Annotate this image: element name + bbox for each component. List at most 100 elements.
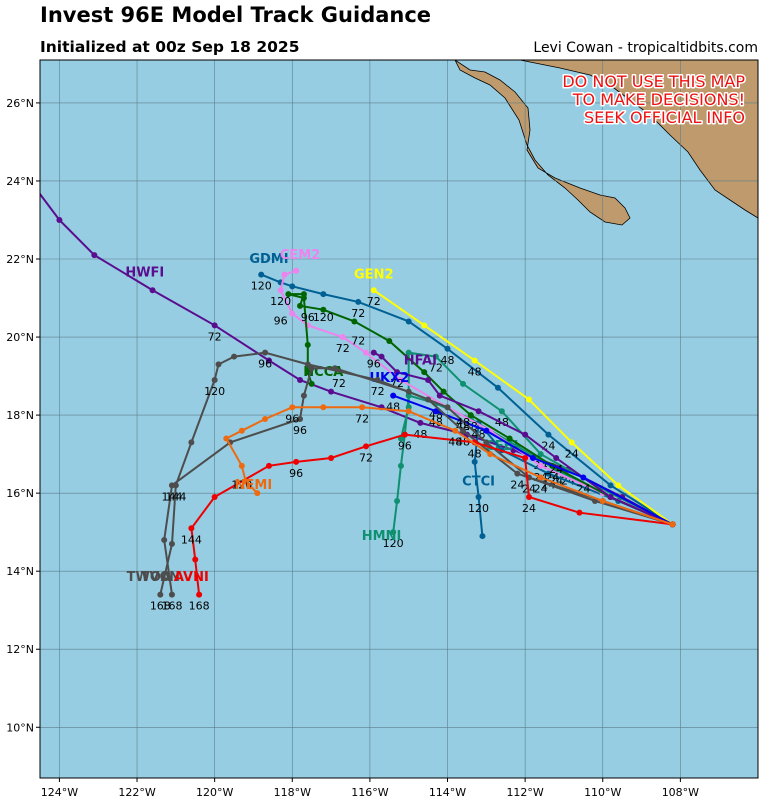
lon-tick-label: 114°W <box>429 786 466 799</box>
track-point <box>394 497 401 504</box>
track-point <box>56 216 63 223</box>
track-point <box>363 443 370 450</box>
track-point <box>328 388 335 395</box>
track-line <box>190 433 673 595</box>
track-avni: 24 48 72 96 144 168 AVNI <box>174 431 676 613</box>
track-point <box>374 376 381 383</box>
forecast-hour-label: 24 <box>541 440 555 453</box>
track-point <box>405 318 412 325</box>
track-gdmi: 24 48 72 120 GDMI <box>249 252 676 528</box>
track-point <box>498 408 505 415</box>
track-point <box>537 451 544 458</box>
track-point <box>370 349 377 356</box>
forecast-hour-label: 120 <box>468 502 489 515</box>
track-point <box>157 591 164 598</box>
forecast-hour-label: 72 <box>359 451 373 464</box>
forecast-hour-label: 72 <box>371 385 385 398</box>
lat-tick-label: 22°N <box>6 253 34 266</box>
forecast-hour-label: 96 <box>293 424 307 437</box>
warning-line: DO NOT USE THIS MAP <box>562 72 745 91</box>
track-point <box>401 431 408 438</box>
track-point <box>293 458 300 465</box>
track-point <box>444 404 451 411</box>
lon-tick-label: 118°W <box>274 786 311 799</box>
warning-line-halo: DO NOT USE THIS MAP <box>562 72 745 91</box>
track-point <box>378 353 385 360</box>
track-line <box>473 420 673 537</box>
forecast-hour-label: 96 <box>289 467 303 480</box>
model-name-label: CEM2 <box>280 248 320 263</box>
forecast-hour-label: 72 <box>351 307 365 320</box>
forecast-hour-label: 168 <box>161 600 182 613</box>
warning-line-halo: SEEK OFFICIAL INFO <box>584 108 745 127</box>
lat-tick-label: 24°N <box>6 175 34 188</box>
track-point <box>242 478 249 485</box>
track-point <box>444 345 451 352</box>
forecast-hour-label: 24 <box>510 479 524 492</box>
track-point <box>460 380 467 387</box>
model-name-label: TWOA <box>127 570 171 585</box>
lon-tick-label: 110°W <box>584 786 621 799</box>
track-point <box>421 322 428 329</box>
model-name-label: GEN2 <box>354 268 393 283</box>
track-point <box>537 462 544 469</box>
forecast-hour-label: 24 <box>565 447 579 460</box>
track-point <box>297 416 304 422</box>
forecast-hour-label: 72 <box>336 342 350 355</box>
forecast-hour-label: 48 <box>448 436 462 449</box>
track-point <box>359 404 366 411</box>
model-name-label: AVNI <box>174 570 209 585</box>
ocean-area <box>40 60 758 778</box>
track-point <box>277 287 284 294</box>
track-point <box>320 306 327 313</box>
forecast-hour-label: 48 <box>456 416 470 429</box>
forecast-hour-label: 72 <box>208 330 222 343</box>
lat-tick-label: 10°N <box>6 721 34 734</box>
track-point <box>405 408 412 415</box>
track-point <box>537 474 544 481</box>
track-point <box>328 455 335 462</box>
forecast-hour-label: 96 <box>398 440 412 453</box>
track-point <box>526 396 533 403</box>
track-point <box>545 470 552 477</box>
lat-tick-label: 12°N <box>6 643 34 656</box>
forecast-hour-label: 72 <box>351 334 365 347</box>
model-name-label: GDMI <box>249 252 288 267</box>
lon-tick-label: 108°W <box>662 786 699 799</box>
forecast-hour-label: 72 <box>429 362 443 375</box>
track-point <box>475 494 482 501</box>
track-point <box>265 462 272 469</box>
track-point <box>320 291 327 298</box>
track-point <box>390 529 397 536</box>
track-point <box>390 392 397 399</box>
forecast-hour-label: 120 <box>251 280 272 293</box>
map-credit: Levi Cowan - tropicaltidbits.com <box>533 40 758 56</box>
forecast-hour-label: 96 <box>367 358 381 371</box>
track-point <box>188 525 195 532</box>
track-point <box>188 439 195 446</box>
track-point <box>471 458 478 465</box>
track-point <box>467 412 474 419</box>
forecast-hour-label: 120 <box>204 385 225 398</box>
model-name-label: HMNI <box>362 529 402 544</box>
lat-tick-label: 18°N <box>6 409 34 422</box>
track-point <box>355 298 362 305</box>
forecast-hour-label: 96 <box>274 315 288 328</box>
track-point <box>440 388 447 395</box>
forecast-hour-label: 168 <box>189 600 210 613</box>
forecast-hour-label: 144 <box>161 490 182 503</box>
model-name-label: NEMI <box>235 478 273 493</box>
track-point <box>223 435 230 442</box>
map-title: Invest 96E Model Track Guidance <box>40 3 432 27</box>
track-point <box>506 435 513 442</box>
model-name-label: TVCN <box>141 570 180 585</box>
track-point <box>436 392 443 399</box>
track-point <box>265 357 272 364</box>
forecast-hour-label: 96 <box>258 358 272 371</box>
track-point <box>297 376 304 383</box>
track-point <box>304 341 311 348</box>
track-point <box>526 494 533 501</box>
track-point <box>432 353 439 360</box>
forecast-hour-label: 120 <box>270 295 291 308</box>
